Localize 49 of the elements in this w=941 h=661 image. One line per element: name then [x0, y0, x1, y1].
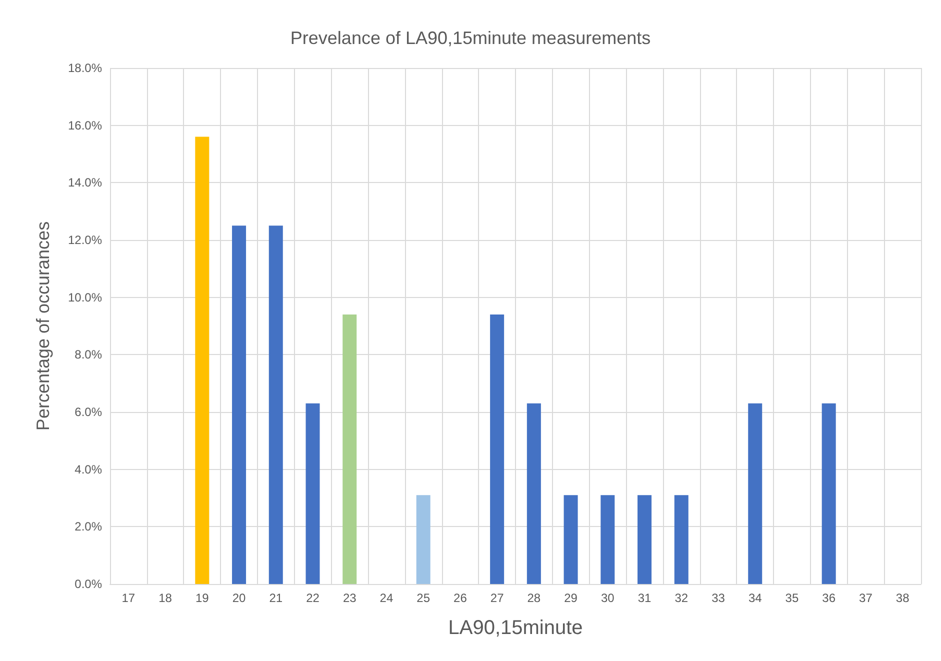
y-tick-label: 12.0%	[68, 233, 102, 247]
bar	[600, 495, 615, 584]
y-tick-label: 2.0%	[74, 520, 102, 534]
bar	[748, 403, 762, 584]
x-tick-label: 29	[564, 591, 578, 605]
bar	[268, 226, 283, 584]
y-tick-label: 16.0%	[68, 118, 102, 132]
x-tick-label: 34	[748, 591, 762, 605]
x-tick-label: 35	[785, 591, 799, 605]
y-tick-label: 6.0%	[74, 405, 102, 419]
x-tick-label: 24	[380, 591, 394, 605]
x-tick-label: 20	[232, 591, 246, 605]
x-tick-label: 31	[638, 591, 652, 605]
x-tick-label: 37	[859, 591, 873, 605]
x-tick-label: 30	[600, 591, 615, 605]
x-tick-label: 21	[269, 591, 283, 605]
x-tick-label: 36	[822, 591, 836, 605]
x-tick-label: 23	[342, 591, 357, 605]
bar	[416, 495, 430, 584]
y-axis-title: Percentage of occurances	[33, 221, 53, 431]
bar	[638, 495, 652, 584]
y-tick-label: 8.0%	[74, 348, 102, 362]
x-tick-label: 26	[454, 591, 468, 605]
x-axis-title: LA90,15minute	[448, 617, 583, 639]
y-tick-label: 18.0%	[68, 61, 102, 75]
bar	[306, 403, 320, 584]
y-tick-label: 0.0%	[74, 577, 102, 591]
x-tick-label: 22	[306, 591, 320, 605]
y-tick-label: 10.0%	[68, 290, 102, 304]
bar	[342, 314, 357, 584]
bar	[564, 495, 578, 584]
bar	[195, 136, 210, 584]
bar	[674, 495, 688, 584]
bar	[232, 226, 246, 584]
chart-title: Prevelance of LA90,15minute measurements	[290, 28, 651, 48]
x-tick-label: 25	[416, 591, 430, 605]
x-tick-label: 32	[674, 591, 688, 605]
y-tick-label: 14.0%	[68, 176, 102, 190]
bar	[490, 314, 504, 584]
x-tick-label: 28	[527, 591, 541, 605]
x-tick-label: 18	[158, 591, 172, 605]
x-tick-label: 19	[195, 591, 210, 605]
bar	[822, 403, 836, 584]
x-tick-label: 33	[712, 591, 726, 605]
y-tick-label: 4.0%	[74, 462, 102, 476]
x-tick-label: 27	[490, 591, 504, 605]
x-tick-label: 17	[122, 591, 136, 605]
bar	[526, 403, 541, 584]
x-tick-label: 38	[896, 591, 910, 605]
